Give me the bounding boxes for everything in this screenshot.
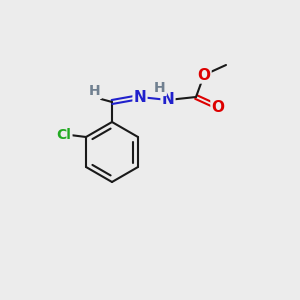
Text: Cl: Cl: [57, 128, 71, 142]
Text: H: H: [89, 84, 101, 98]
Text: N: N: [134, 89, 146, 104]
Text: H: H: [154, 81, 166, 95]
Text: O: O: [212, 100, 224, 115]
Text: N: N: [162, 92, 174, 107]
Text: O: O: [197, 68, 211, 82]
